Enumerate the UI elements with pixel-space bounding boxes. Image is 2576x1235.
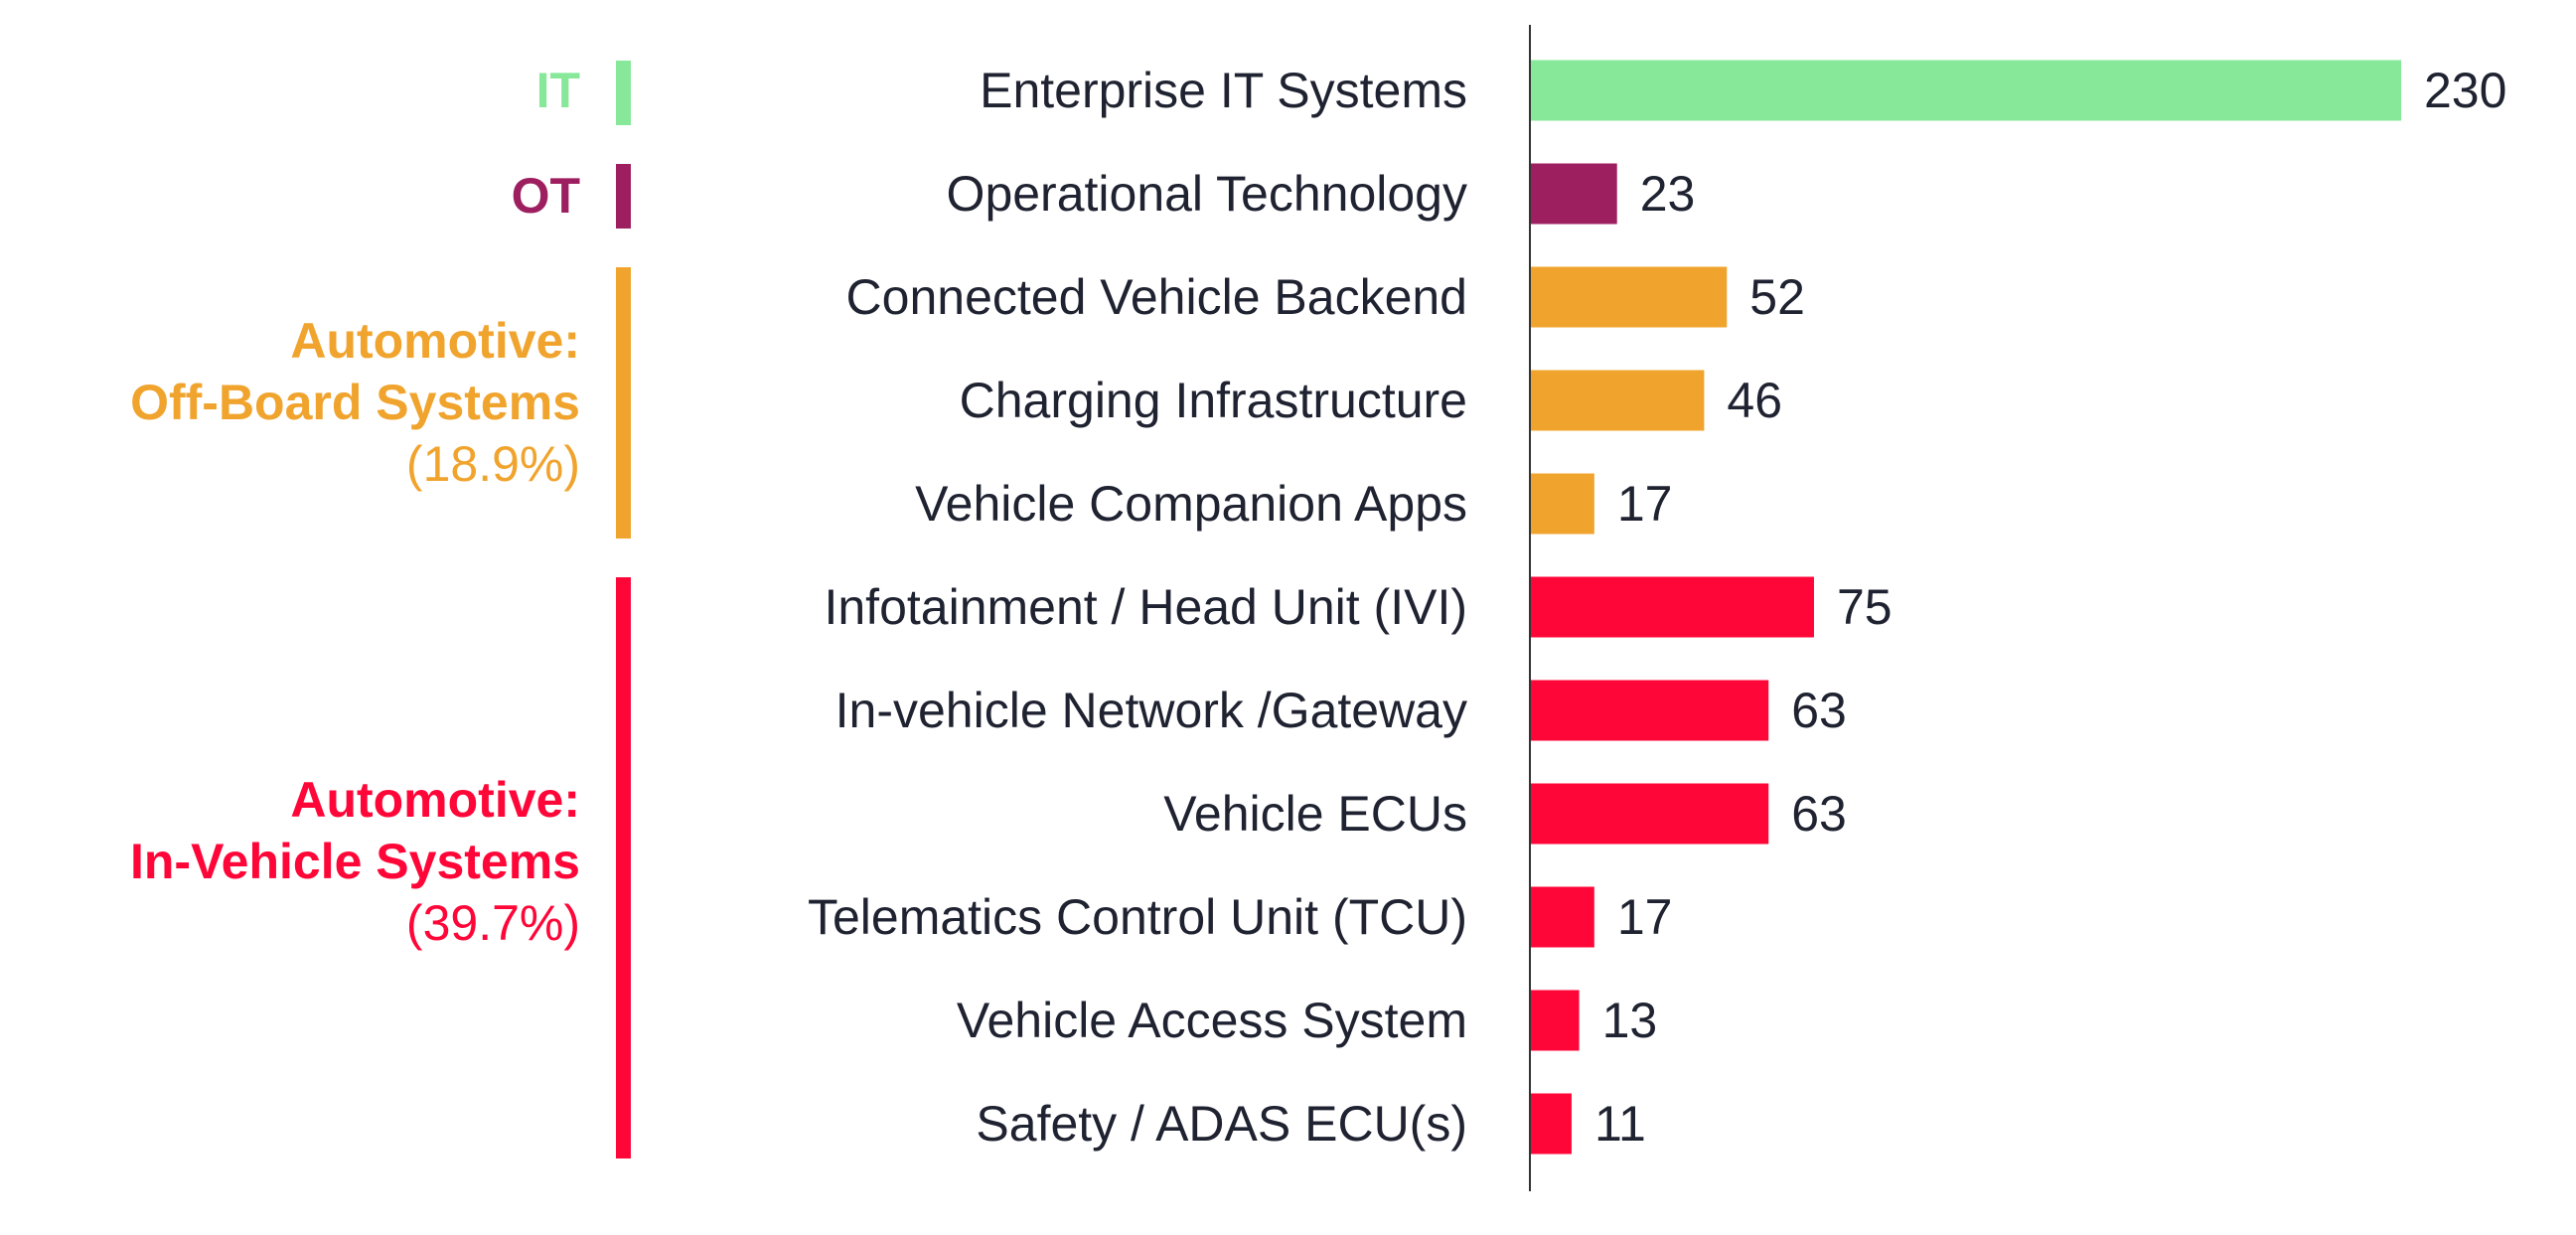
category-label: In-vehicle Network /Gateway — [835, 683, 1467, 738]
group-name: OT — [511, 168, 580, 224]
group-bracket — [616, 577, 631, 1158]
bar — [1530, 266, 1728, 328]
group-name-line2: In-Vehicle Systems — [129, 834, 580, 889]
bar — [1530, 886, 1594, 948]
data-label: 17 — [1617, 889, 1673, 945]
bar — [1530, 576, 1814, 638]
bar — [1530, 990, 1580, 1051]
data-label: 11 — [1594, 1096, 1646, 1152]
category-label: Safety / ADAS ECU(s) — [976, 1096, 1467, 1152]
data-label: 230 — [2424, 63, 2506, 118]
group-bracket — [616, 164, 631, 229]
category-label: Operational Technology — [947, 166, 1467, 222]
bar — [1530, 60, 2401, 121]
group-label-offboard: Automotive: Off-Board Systems (18.9%) — [130, 310, 580, 495]
category-label: Enterprise IT Systems — [980, 63, 1467, 118]
category-label: Connected Vehicle Backend — [846, 269, 1467, 325]
data-label: 17 — [1617, 476, 1673, 532]
group-share: (18.9%) — [405, 436, 580, 492]
group-bracket — [616, 61, 631, 125]
category-label: Vehicle Access System — [957, 993, 1467, 1048]
group-bracket — [616, 267, 631, 539]
data-label: 75 — [1837, 579, 1893, 635]
category-label: Infotainment / Head Unit (IVI) — [824, 579, 1467, 635]
data-label: 46 — [1727, 373, 1782, 428]
group-name-line1: Automotive: — [290, 313, 580, 369]
group-name: IT — [535, 63, 580, 118]
bar — [1530, 783, 1769, 845]
group-share: (39.7%) — [405, 895, 580, 951]
data-label: 23 — [1640, 166, 1696, 222]
group-name-line1: Automotive: — [290, 772, 580, 828]
bar — [1530, 473, 1594, 535]
category-label: Telematics Control Unit (TCU) — [808, 889, 1467, 945]
data-label: 63 — [1791, 786, 1847, 842]
bar — [1530, 163, 1617, 225]
bar — [1530, 680, 1769, 741]
data-label: 63 — [1791, 683, 1847, 738]
data-label: 52 — [1749, 269, 1805, 325]
category-label: Vehicle Companion Apps — [915, 476, 1467, 532]
category-label: Charging Infrastructure — [960, 373, 1467, 428]
bar — [1530, 370, 1705, 431]
category-label: Vehicle ECUs — [1163, 786, 1467, 842]
group-label-ot: OT — [512, 165, 580, 227]
data-label: 13 — [1602, 993, 1658, 1048]
bar — [1530, 1093, 1572, 1155]
group-label-invehicle: Automotive: In-Vehicle Systems (39.7%) — [130, 769, 580, 954]
group-label-it: IT — [536, 60, 580, 121]
group-name-line2: Off-Board Systems — [130, 375, 580, 430]
